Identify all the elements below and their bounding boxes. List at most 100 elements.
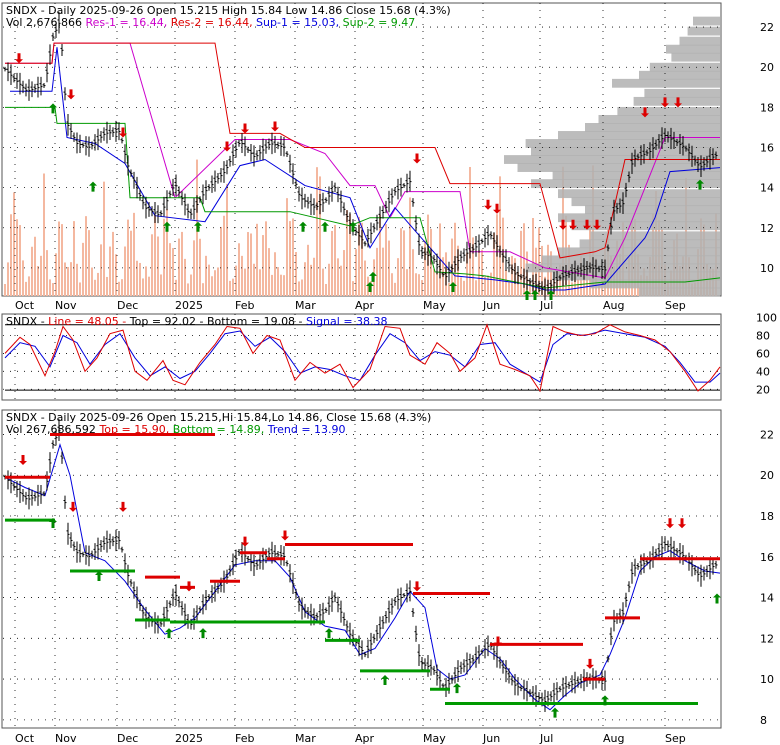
volume-profile-bin-2 bbox=[679, 36, 720, 46]
down-arrow-6 bbox=[413, 153, 421, 164]
volume-bar bbox=[181, 231, 183, 296]
volume-bar bbox=[199, 238, 201, 296]
up-arrow-0 bbox=[49, 103, 57, 114]
volume-bar bbox=[115, 254, 117, 296]
up-arrow-10 bbox=[523, 289, 531, 300]
volume-bar bbox=[415, 273, 417, 296]
up-arrow-2 bbox=[163, 221, 171, 232]
volume-bar bbox=[274, 252, 276, 296]
down-arrow-9 bbox=[666, 518, 674, 529]
volume-bar bbox=[364, 260, 366, 296]
volume-bar bbox=[511, 255, 513, 296]
volume-bar bbox=[238, 243, 240, 296]
volume-bar bbox=[259, 269, 261, 296]
down-arrow-4 bbox=[241, 123, 249, 134]
volume-bar bbox=[22, 260, 24, 296]
volume-bar bbox=[235, 265, 237, 296]
y-tick-12: 12 bbox=[760, 222, 774, 235]
trend-volume-label: Vol 267,686,592 bbox=[6, 423, 96, 436]
legend-sup-1: Sup-1 = 15.03, bbox=[253, 16, 340, 29]
volume-bar bbox=[4, 284, 6, 296]
legend-trend: Trend = 13.90 bbox=[264, 423, 345, 436]
x-tick-bottom-2025: 2025 bbox=[175, 732, 203, 745]
volume-bar bbox=[355, 249, 357, 296]
up-arrow-0 bbox=[49, 518, 57, 529]
volume-bar bbox=[421, 280, 423, 296]
legend-signal: Signal = 38.38 bbox=[303, 315, 388, 328]
y-tick-14: 14 bbox=[760, 182, 774, 195]
volume-profile-bin-15 bbox=[531, 147, 720, 156]
volume-bar bbox=[10, 214, 12, 296]
svg-text:Vol 2,676,866 Res-1 = 1: Vol 2,676,866 Res-1 = 16.44, Res-2 = 16.… bbox=[6, 16, 415, 29]
up-arrow-2 bbox=[165, 628, 173, 639]
volume-bar bbox=[184, 258, 186, 296]
svg-text:SNDX - Line = 48.05 - Top = 92: SNDX - Line = 48.05 - Top = 92.02 - Bott… bbox=[6, 315, 388, 328]
volume-bar bbox=[70, 262, 72, 296]
legend-bottom: Bottom = 14.89, bbox=[169, 423, 264, 436]
down-arrow-1 bbox=[67, 89, 75, 100]
up-arrow-13 bbox=[696, 179, 704, 190]
legend-line: Line = 48.05 - bbox=[45, 315, 127, 328]
y-tick-10: 10 bbox=[760, 262, 774, 275]
y-tick-20: 20 bbox=[756, 383, 770, 396]
volume-profile-bin-10 bbox=[617, 106, 720, 116]
volume-bar bbox=[127, 219, 129, 296]
down-arrow-14 bbox=[661, 97, 669, 108]
volume-bar bbox=[340, 265, 342, 296]
volume-bar bbox=[328, 263, 330, 296]
down-arrow-2 bbox=[119, 501, 127, 512]
volume-bar bbox=[346, 210, 348, 296]
trend-panel: 8 10 12 14 16 18 20 22 SNDX - Daily 2025-09-26 … bbox=[1, 409, 774, 729]
volume-profile-bin-7 bbox=[612, 78, 720, 88]
volume-bar bbox=[139, 262, 141, 296]
volume-bar bbox=[280, 274, 282, 296]
volume-bar bbox=[487, 275, 489, 296]
legend-top: Top = 92.02 - bbox=[126, 315, 203, 328]
volume-bar bbox=[40, 255, 42, 296]
volume-bar bbox=[490, 272, 492, 296]
x-tick-dec: Dec bbox=[117, 299, 138, 312]
volume-profile-bin-25 bbox=[590, 231, 720, 241]
oscillator-grid bbox=[3, 314, 720, 400]
volume-bar bbox=[61, 224, 63, 296]
volume-profile-bin-21 bbox=[571, 197, 720, 207]
volume-bar bbox=[172, 248, 174, 296]
x-tick-bottom-sep: Sep bbox=[665, 732, 686, 745]
up-arrow-6 bbox=[453, 683, 461, 694]
volume-bar bbox=[400, 228, 402, 296]
x-tick-jun: Jun bbox=[482, 299, 500, 312]
volume-bar bbox=[151, 234, 153, 296]
volume-bar bbox=[211, 276, 213, 296]
volume-bar bbox=[436, 272, 438, 296]
volume-profile-bin-13 bbox=[558, 131, 720, 140]
volume-bar bbox=[385, 224, 387, 296]
volume-bar bbox=[520, 230, 522, 296]
volume-bar bbox=[178, 238, 180, 296]
legend-res-2: Res-2 = 16.44, bbox=[167, 16, 252, 29]
down-arrow-0 bbox=[15, 53, 23, 64]
y-tick-20: 20 bbox=[760, 469, 774, 482]
volume-profile-bin-1 bbox=[687, 26, 720, 36]
volume-bar bbox=[481, 249, 483, 296]
volume-bar bbox=[103, 181, 105, 296]
y-tick-12: 12 bbox=[760, 632, 774, 645]
volume-bar bbox=[310, 264, 312, 296]
volume-bar bbox=[112, 231, 114, 296]
volume-bar bbox=[376, 247, 378, 296]
volume-bar bbox=[319, 176, 321, 296]
volume-profile-bin-24 bbox=[571, 221, 720, 231]
y-tick-18: 18 bbox=[760, 101, 774, 114]
legend-res-1: Res-1 = 16.44, bbox=[85, 16, 167, 29]
down-arrow-10 bbox=[678, 518, 686, 529]
up-arrow-5 bbox=[321, 221, 329, 232]
volume-bar bbox=[16, 219, 18, 296]
volume-bar bbox=[43, 173, 45, 296]
volume-profile-bin-32 bbox=[639, 287, 720, 297]
res-2-line bbox=[5, 42, 720, 259]
volume-bar bbox=[187, 283, 189, 296]
volume-bar bbox=[289, 221, 291, 296]
volume-bar bbox=[304, 262, 306, 296]
volume-bar bbox=[592, 165, 594, 296]
volume-bar bbox=[145, 266, 147, 296]
volume-bar bbox=[121, 279, 123, 296]
